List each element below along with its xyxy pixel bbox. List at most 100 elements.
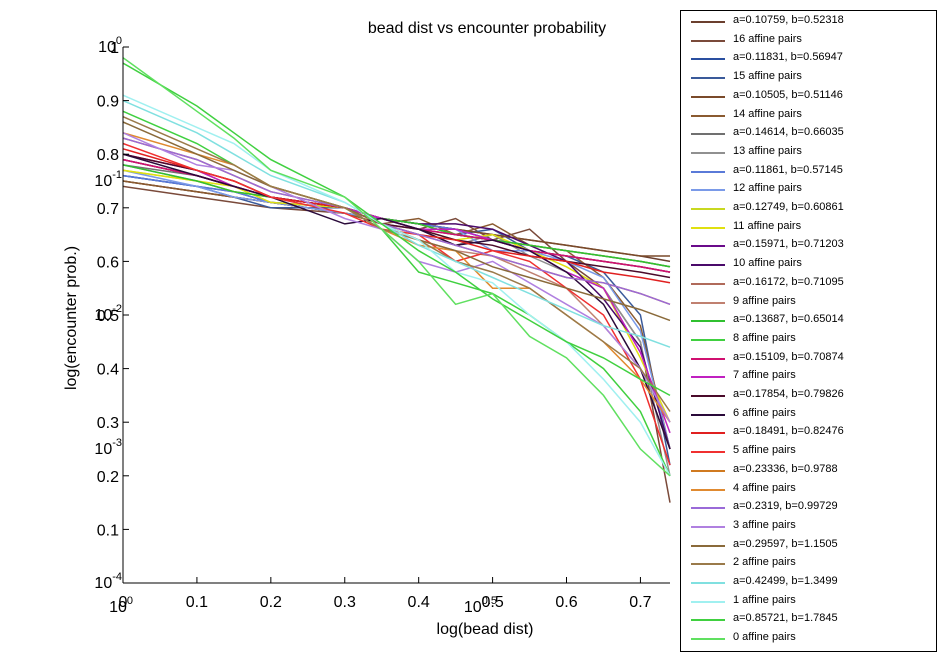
x-tick-label: 0.1 [186,594,208,611]
y-log-tick-label: 10-1 [94,169,122,190]
legend-item: 15 affine pairs [681,69,936,87]
legend-swatch [691,469,725,472]
series-line [122,164,671,268]
y-tick-label: 0.6 [97,254,119,271]
legend-item: 11 affine pairs [681,219,936,237]
legend-swatch [691,21,725,23]
x-log-tick-label: 100 [109,595,133,616]
legend-label: a=0.42499, b=1.3499 [733,575,838,587]
legend-item: a=0.11861, b=0.57145 [681,163,936,181]
legend-swatch [691,95,725,98]
legend-item: 6 affine pairs [681,406,936,424]
legend-swatch [691,507,725,510]
legend-label: a=0.13687, b=0.65014 [733,313,844,326]
legend-label: 16 affine pairs [733,32,802,45]
legend-label: a=0.12749, b=0.60861 [733,201,844,213]
legend-label: a=0.11831, b=0.56947 [733,51,843,64]
legend-swatch [691,245,725,248]
legend-item: 16 affine pairs [681,32,936,50]
legend-item: a=0.16172, b=0.71095 [681,275,936,293]
legend-label: 0 affine pairs [733,631,796,644]
series-line [122,158,671,273]
series-line [122,137,671,306]
legend-label: 5 affine pairs [733,444,796,457]
x-tick-label: 0.4 [408,594,430,611]
legend-label: a=0.15971, b=0.71203 [733,238,844,251]
legend-swatch [691,413,725,416]
legend-item: 3 affine pairs [681,518,936,536]
legend-swatch [691,563,725,566]
legend-item: a=0.11831, b=0.56947 [681,50,936,68]
series-line [122,57,671,477]
legend-swatch [691,525,725,528]
legend-label: 11 affine pairs [733,219,802,232]
series-line [122,153,671,434]
x-log-tick-label: 100.5 [464,595,497,616]
legend-item: a=0.15971, b=0.71203 [681,237,936,255]
legend-swatch [691,282,725,285]
legend-item: a=0.17854, b=0.79826 [681,387,936,405]
legend-item: 12 affine pairs [681,181,936,199]
legend-item: a=0.29597, b=1.1505 [681,537,936,555]
legend-item: a=0.14614, b=0.66035 [681,125,936,143]
plot-area [122,57,671,503]
legend-swatch [691,301,725,304]
legend-item: a=0.12749, b=0.60861 [681,200,936,218]
legend-swatch [691,170,725,173]
series-line [122,174,671,466]
legend-label: 6 affine pairs [733,406,796,419]
legend-label: a=0.18491, b=0.82476 [733,425,844,438]
legend-box: a=0.10759, b=0.52318 16 affine pairs a=0.1… [680,10,937,652]
legend-item: 2 affine pairs [681,555,936,573]
legend-label: 14 affine pairs [733,107,802,120]
series-line [122,121,671,322]
legend-swatch [691,338,725,341]
legend-item: a=0.85721, b=1.7845 [681,611,936,629]
legend-swatch [691,544,725,547]
legend-label: a=0.29597, b=1.1505 [733,537,838,550]
legend-label: 8 affine pairs [733,331,796,344]
legend-item: 8 affine pairs [681,331,936,349]
x-tick-label: 0 [119,594,128,611]
legend-swatch [691,432,725,435]
y-tick-label: 1 [110,40,119,57]
legend-label: 10 affine pairs [733,257,802,270]
legend-label: 12 affine pairs [733,182,802,195]
series-line [122,164,671,476]
x-tick-label: 0.5 [481,594,503,611]
legend-swatch [691,619,725,622]
legend-item: 13 affine pairs [681,144,936,162]
legend-swatch [691,133,725,136]
legend-swatch [691,451,725,454]
y-tick-label: 0.4 [97,362,119,379]
legend-item: a=0.2319, b=0.99729 [681,499,936,517]
legend-label: a=0.10759, b=0.52318 [733,14,844,26]
y-tick-label: 0.8 [97,147,119,164]
legend-swatch [691,638,725,641]
legend-item: a=0.42499, b=1.3499 [681,574,936,592]
legend-swatch [691,58,725,61]
legend-item: 4 affine pairs [681,481,936,499]
legend-item: 7 affine pairs [681,368,936,386]
legend-label: a=0.23336, b=0.9788 [733,462,838,475]
legend-swatch [691,600,725,603]
legend-item: 5 affine pairs [681,443,936,461]
legend-label: 13 affine pairs [733,144,802,157]
legend-item: a=0.10759, b=0.52318 [681,13,936,31]
legend-label: a=0.10505, b=0.51146 [733,88,843,101]
legend-item: a=0.18491, b=0.82476 [681,424,936,442]
x-axis: 0 0.1 0.2 0.3 0.4 0.5 0.6 0.7 100 100.5 [109,577,670,616]
legend-item: 10 affine pairs [681,256,936,274]
series-line [122,169,671,268]
y-log-tick-label: 10-2 [94,303,122,324]
y-log-tick-label: 100 [98,35,122,56]
legend-swatch [691,77,725,80]
legend-label: 7 affine pairs [733,369,796,382]
y-tick-label: 0.3 [97,415,119,432]
y-tick-label: 0.7 [97,201,119,218]
y-axis-label: log(encounter prob.) [63,246,80,390]
legend-swatch [691,582,725,584]
series-line [122,158,671,273]
